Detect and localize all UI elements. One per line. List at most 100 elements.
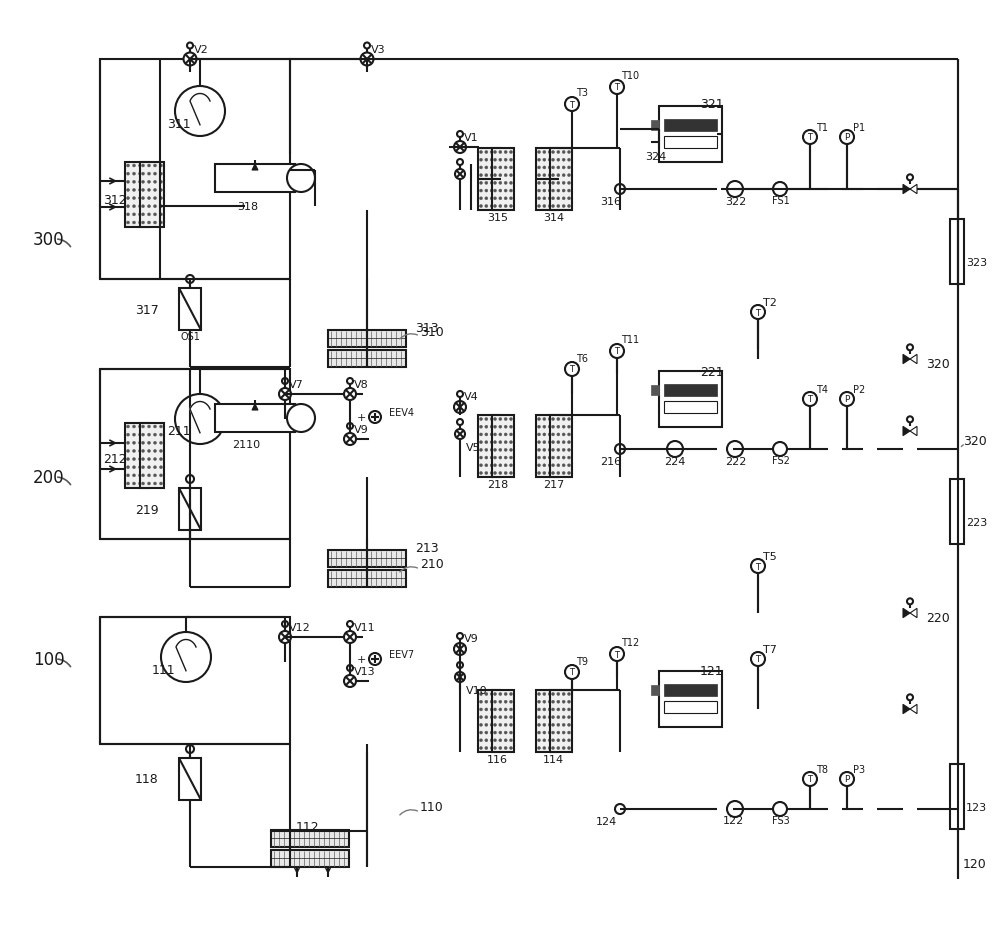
Circle shape bbox=[562, 692, 565, 696]
Circle shape bbox=[457, 391, 463, 398]
Bar bbox=[536, 149, 558, 210]
Circle shape bbox=[485, 716, 488, 718]
Text: 112: 112 bbox=[296, 820, 320, 833]
Circle shape bbox=[552, 159, 554, 162]
Text: 318: 318 bbox=[237, 202, 258, 211]
Circle shape bbox=[480, 724, 483, 727]
Polygon shape bbox=[176, 640, 196, 671]
Circle shape bbox=[184, 54, 197, 67]
Bar bbox=[664, 385, 716, 397]
Bar bbox=[140, 162, 164, 227]
Circle shape bbox=[543, 425, 546, 429]
Circle shape bbox=[568, 174, 570, 177]
Circle shape bbox=[568, 701, 570, 704]
Circle shape bbox=[175, 87, 225, 137]
Circle shape bbox=[145, 181, 148, 184]
Circle shape bbox=[360, 54, 374, 67]
Circle shape bbox=[133, 458, 136, 461]
Circle shape bbox=[568, 716, 570, 718]
Circle shape bbox=[548, 464, 551, 467]
Bar bbox=[478, 415, 500, 477]
Circle shape bbox=[548, 472, 551, 475]
Circle shape bbox=[133, 425, 136, 428]
Circle shape bbox=[773, 183, 787, 197]
Circle shape bbox=[554, 434, 556, 437]
Circle shape bbox=[496, 708, 499, 711]
Polygon shape bbox=[910, 609, 917, 618]
Circle shape bbox=[543, 441, 546, 444]
Circle shape bbox=[186, 476, 194, 484]
Circle shape bbox=[148, 213, 151, 217]
Circle shape bbox=[480, 197, 483, 200]
Circle shape bbox=[145, 213, 148, 217]
Circle shape bbox=[562, 197, 565, 200]
Circle shape bbox=[568, 472, 570, 475]
Circle shape bbox=[562, 205, 565, 209]
Circle shape bbox=[557, 739, 560, 742]
Circle shape bbox=[186, 745, 194, 753]
Circle shape bbox=[454, 401, 466, 413]
Circle shape bbox=[552, 746, 554, 750]
Circle shape bbox=[562, 724, 565, 727]
Circle shape bbox=[496, 739, 499, 742]
Circle shape bbox=[510, 205, 512, 209]
Circle shape bbox=[499, 701, 502, 704]
Circle shape bbox=[510, 441, 512, 444]
Circle shape bbox=[568, 708, 570, 711]
Text: T: T bbox=[614, 83, 620, 93]
Circle shape bbox=[552, 472, 554, 475]
Circle shape bbox=[480, 472, 483, 475]
Text: T3: T3 bbox=[576, 88, 588, 98]
Circle shape bbox=[557, 457, 560, 460]
Circle shape bbox=[548, 174, 551, 177]
Circle shape bbox=[562, 464, 565, 467]
Circle shape bbox=[562, 183, 565, 185]
Circle shape bbox=[510, 167, 512, 170]
Circle shape bbox=[538, 441, 540, 444]
Circle shape bbox=[557, 167, 560, 170]
Circle shape bbox=[154, 442, 157, 445]
Circle shape bbox=[554, 708, 556, 711]
Circle shape bbox=[127, 434, 130, 437]
Circle shape bbox=[548, 197, 551, 200]
Text: 210: 210 bbox=[420, 558, 444, 571]
Circle shape bbox=[139, 458, 142, 461]
Circle shape bbox=[490, 197, 493, 200]
Bar bbox=[179, 288, 201, 331]
Circle shape bbox=[139, 450, 142, 453]
Text: T: T bbox=[808, 775, 812, 783]
Circle shape bbox=[562, 449, 565, 451]
Circle shape bbox=[494, 692, 497, 696]
Bar bbox=[215, 165, 295, 193]
Polygon shape bbox=[910, 426, 917, 437]
Circle shape bbox=[160, 206, 163, 209]
Circle shape bbox=[510, 692, 512, 696]
Bar bbox=[271, 830, 349, 847]
Circle shape bbox=[554, 464, 556, 467]
Circle shape bbox=[496, 701, 499, 704]
Circle shape bbox=[538, 167, 540, 170]
Circle shape bbox=[548, 708, 551, 711]
Circle shape bbox=[504, 692, 507, 696]
Bar bbox=[125, 162, 149, 227]
Circle shape bbox=[510, 449, 512, 451]
Circle shape bbox=[142, 458, 145, 461]
Circle shape bbox=[496, 449, 499, 451]
Circle shape bbox=[499, 441, 502, 444]
Circle shape bbox=[145, 466, 148, 469]
Circle shape bbox=[494, 716, 497, 718]
Circle shape bbox=[148, 450, 151, 453]
Circle shape bbox=[562, 190, 565, 193]
Circle shape bbox=[557, 197, 560, 200]
Circle shape bbox=[480, 425, 483, 429]
Circle shape bbox=[751, 559, 765, 574]
Circle shape bbox=[154, 434, 157, 437]
Text: P2: P2 bbox=[853, 385, 865, 395]
Text: 111: 111 bbox=[152, 663, 176, 676]
Circle shape bbox=[773, 802, 787, 816]
Circle shape bbox=[494, 197, 497, 200]
Circle shape bbox=[504, 739, 507, 742]
Text: FS3: FS3 bbox=[772, 815, 790, 825]
Circle shape bbox=[548, 739, 551, 742]
Circle shape bbox=[154, 466, 157, 469]
